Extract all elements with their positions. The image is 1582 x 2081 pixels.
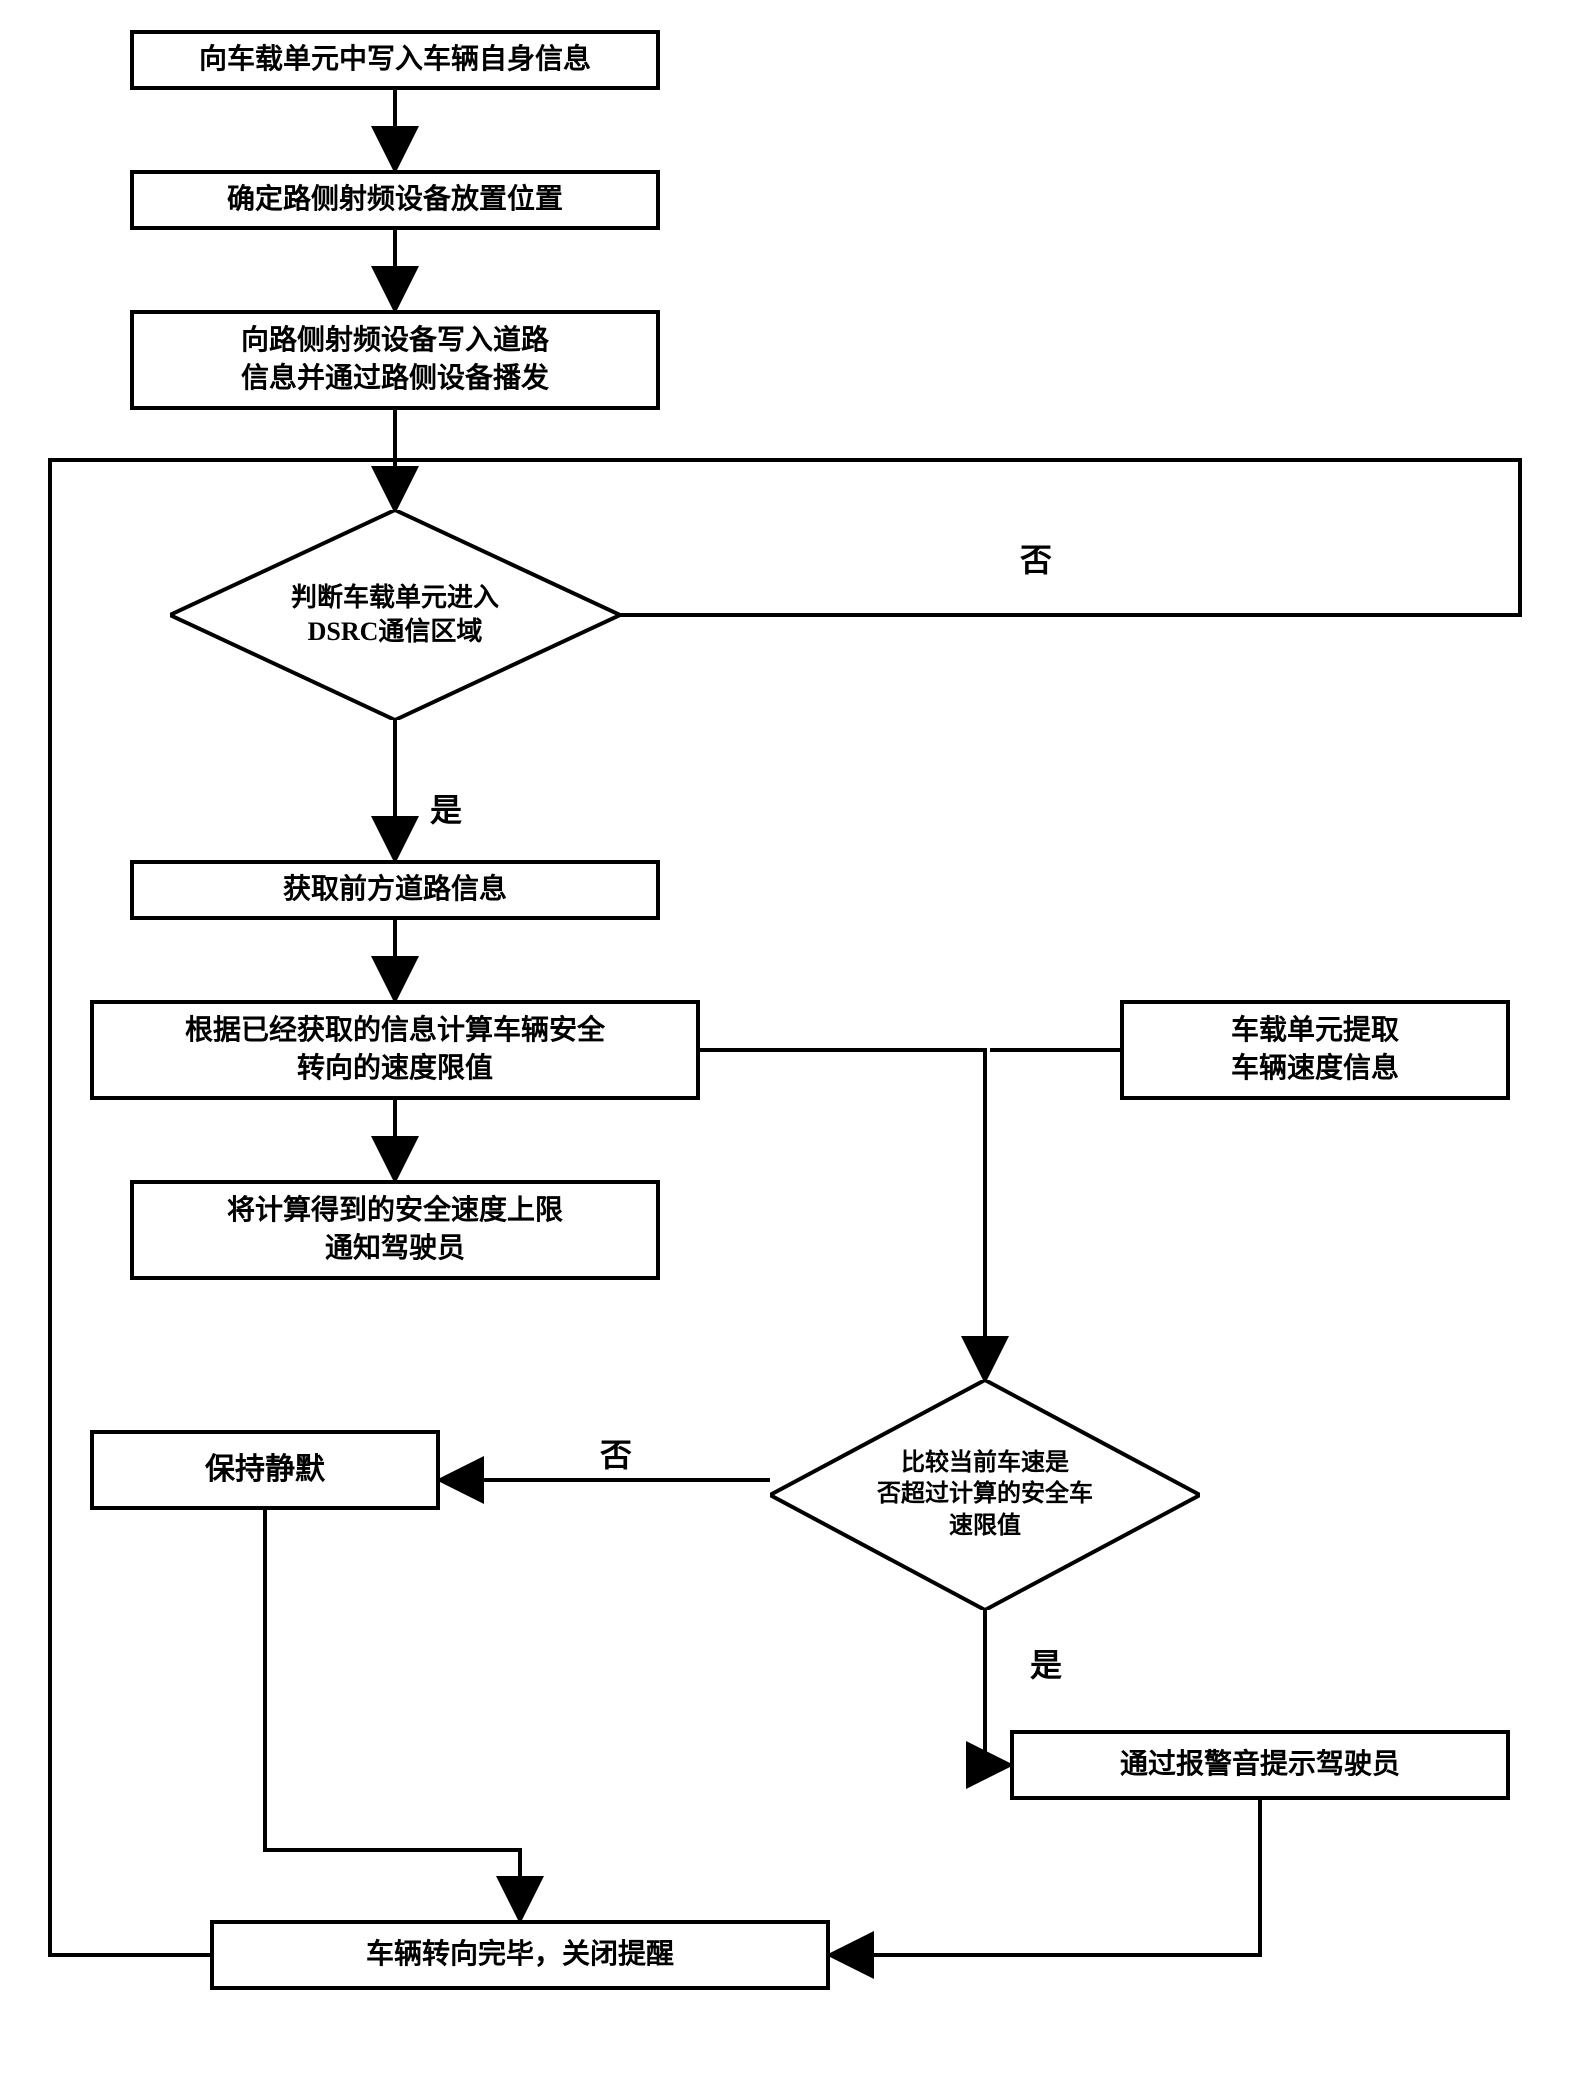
- node-label: 车辆转向完毕，关闭提醒: [366, 1936, 674, 1974]
- node-label: 车载单元提取 车辆速度信息: [1231, 1012, 1399, 1088]
- node-get-road-info: 获取前方道路信息: [130, 860, 660, 920]
- node-label: 向车载单元中写入车辆自身信息: [199, 41, 591, 79]
- node-label: 获取前方道路信息: [283, 871, 507, 909]
- label-yes-1: 是: [430, 785, 462, 831]
- node-write-road-info: 向路侧射频设备写入道路 信息并通过路侧设备播发: [130, 310, 660, 410]
- decision-speed-exceed: 比较当前车速是 否超过计算的安全车 速限值: [770, 1380, 1200, 1610]
- node-label: 比较当前车速是 否超过计算的安全车 速限值: [877, 1448, 1093, 1542]
- node-keep-silent: 保持静默: [90, 1430, 440, 1510]
- node-label: 将计算得到的安全速度上限 通知驾驶员: [227, 1192, 563, 1268]
- label-no-2: 否: [600, 1430, 632, 1476]
- label-yes-2: 是: [1030, 1640, 1062, 1686]
- flowchart-canvas: 向车载单元中写入车辆自身信息 确定路侧射频设备放置位置 向路侧射频设备写入道路 …: [30, 30, 1552, 2051]
- node-determine-rsu-position: 确定路侧射频设备放置位置: [130, 170, 660, 230]
- decision-dsrc-zone: 判断车载单元进入 DSRC通信区域: [170, 510, 620, 720]
- node-label: 根据已经获取的信息计算车辆安全 转向的速度限值: [185, 1012, 605, 1088]
- node-notify-driver: 将计算得到的安全速度上限 通知驾驶员: [130, 1180, 660, 1280]
- node-label: 判断车载单元进入 DSRC通信区域: [291, 581, 499, 649]
- node-write-vehicle-info: 向车载单元中写入车辆自身信息: [130, 30, 660, 90]
- node-label: 确定路侧射频设备放置位置: [227, 181, 563, 219]
- node-label: 保持静默: [205, 1450, 325, 1491]
- label-no-1: 否: [1020, 535, 1052, 581]
- node-calc-speed-limit: 根据已经获取的信息计算车辆安全 转向的速度限值: [90, 1000, 700, 1100]
- node-extract-speed: 车载单元提取 车辆速度信息: [1120, 1000, 1510, 1100]
- node-alarm-driver: 通过报警音提示驾驶员: [1010, 1730, 1510, 1800]
- node-label: 向路侧射频设备写入道路 信息并通过路侧设备播发: [241, 322, 549, 398]
- node-turn-complete: 车辆转向完毕，关闭提醒: [210, 1920, 830, 1990]
- node-label: 通过报警音提示驾驶员: [1120, 1746, 1400, 1784]
